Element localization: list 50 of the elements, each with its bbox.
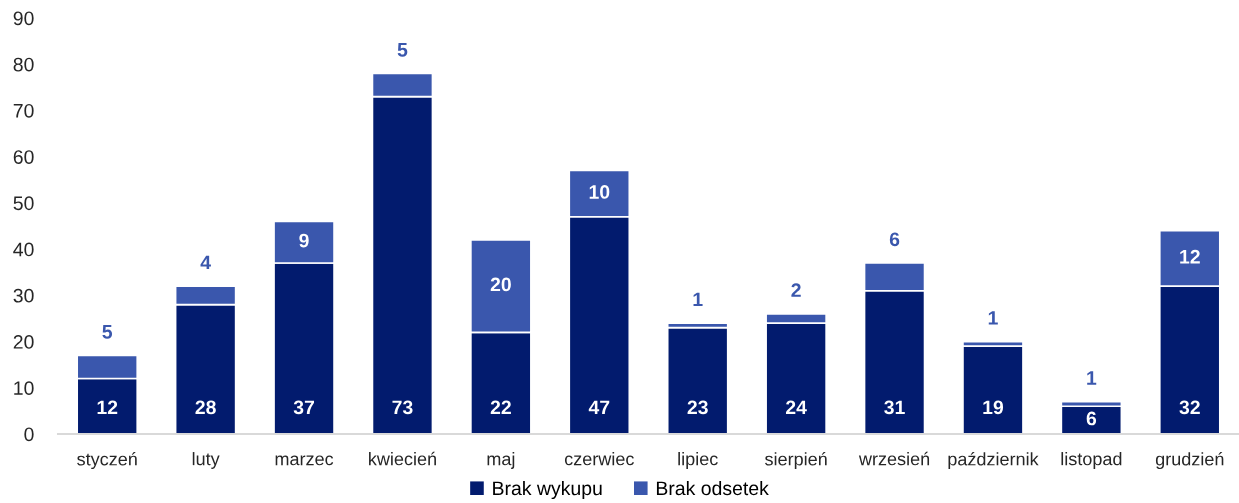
data-label: 2: [791, 283, 801, 297]
x-tick-label: maj: [487, 452, 515, 469]
y-tick-label: 0: [24, 427, 34, 442]
x-tick-label: styczeń: [77, 452, 137, 470]
y-tick-label: 10: [14, 381, 34, 396]
x-tick-label: lipiec: [678, 452, 718, 469]
data-label: 23: [687, 400, 708, 415]
data-label: 73: [392, 400, 413, 415]
y-tick-label: 70: [13, 103, 34, 118]
data-label: 19: [983, 400, 1004, 415]
data-label: 47: [588, 400, 610, 415]
y-tick-label: 50: [13, 196, 34, 211]
x-tick-label: listopad: [1061, 452, 1122, 469]
y-tick-label: 60: [13, 150, 34, 164]
x-tick-label: grudzień: [1155, 452, 1224, 470]
x-tick-label: sierpień: [765, 452, 827, 470]
x-tick-label: październik: [948, 452, 1039, 470]
data-label: 5: [397, 43, 408, 57]
legend-label: Brak wykupu: [493, 480, 602, 500]
bar: [962, 345, 1024, 434]
data-label: 12: [97, 400, 118, 415]
x-tick-label: luty: [192, 452, 220, 469]
data-label: 37: [293, 400, 314, 415]
data-label: 1: [1087, 371, 1097, 385]
y-tick-label: 80: [13, 57, 34, 72]
data-label: 10: [589, 185, 610, 199]
data-label: 22: [490, 400, 511, 415]
y-tick-label: 20: [13, 335, 34, 349]
data-label: 1: [693, 292, 703, 307]
data-label: 12: [1180, 249, 1200, 264]
x-tick-label: marzec: [275, 455, 334, 466]
data-label: 1: [988, 311, 998, 325]
x-tick-label: wrzesień: [858, 451, 930, 466]
legend-label: Brak odsetek: [656, 480, 769, 496]
y-tick-label: 90: [13, 11, 34, 26]
data-label: 6: [889, 232, 900, 247]
data-label: 9: [299, 233, 309, 248]
data-label: 5: [102, 325, 113, 339]
data-label: 20: [490, 277, 511, 292]
data-label: 24: [785, 400, 807, 415]
data-label: 6: [1086, 411, 1097, 426]
data-label: 31: [884, 400, 905, 415]
bar: [666, 326, 729, 434]
x-tick-label: kwiecień: [369, 451, 436, 466]
data-label: 32: [1179, 400, 1200, 415]
data-label: 4: [200, 255, 211, 270]
data-label: 28: [195, 400, 216, 415]
y-tick-label: 30: [13, 288, 34, 303]
x-tick-label: czerwiec: [564, 452, 634, 466]
y-tick-label: 40: [13, 242, 34, 257]
